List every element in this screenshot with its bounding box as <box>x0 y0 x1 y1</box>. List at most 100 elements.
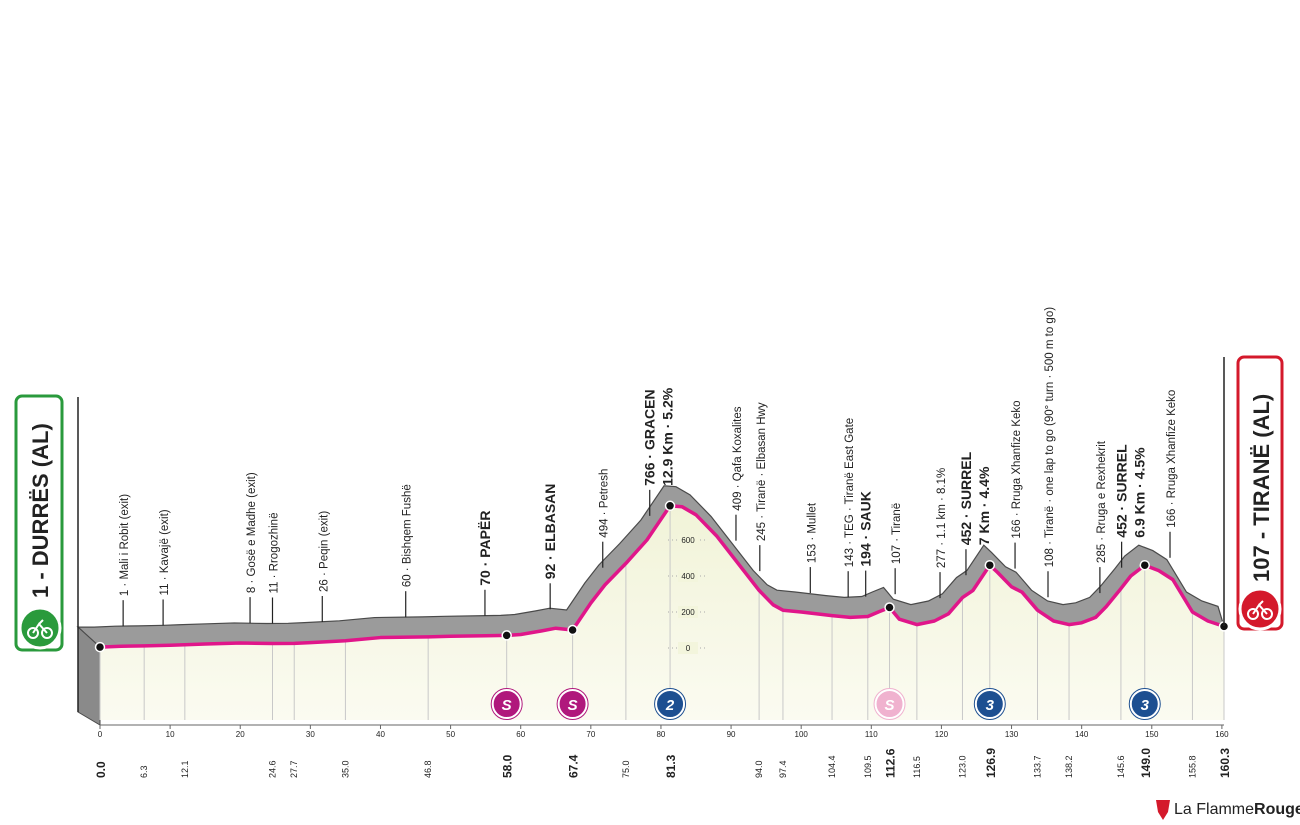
x-tick-label: 130 <box>1005 730 1019 739</box>
distance-label: 75.0 <box>621 760 631 778</box>
distance-label: 58.0 <box>501 754 515 778</box>
badge <box>557 689 588 719</box>
distance-label: 24.6 <box>267 760 277 778</box>
badge-label: S <box>568 697 578 714</box>
waypoint-label: 11 · Rrogozhinë <box>268 513 280 594</box>
distance-label: 12.1 <box>180 760 190 778</box>
start-banner: 1 - DURRËS (AL) <box>14 394 64 652</box>
finish-icon <box>1238 587 1282 631</box>
start-cyclist <box>27 619 53 639</box>
distance-label: 35.0 <box>340 760 350 778</box>
badge-label: S <box>885 697 895 714</box>
y-tick-bg <box>678 642 698 654</box>
x-tick-label: 150 <box>1145 730 1159 739</box>
waypoint-label: 194 · SAUK <box>858 491 874 566</box>
waypoint-label: 143 · TEG · Tiranë East Gate <box>844 418 856 567</box>
distance-label: 97.4 <box>778 760 788 778</box>
distance-label: 67.4 <box>567 754 581 778</box>
waypoint-label: 452 · SURREL <box>1114 444 1130 538</box>
badge-ring <box>873 688 906 720</box>
x-tick-label: 160 <box>1215 730 1229 739</box>
distance-label: 160.3 <box>1218 748 1232 778</box>
profile-area <box>100 505 1224 720</box>
start-icon <box>18 606 62 650</box>
x-tick-label: 50 <box>446 730 455 739</box>
distance-label: 104.4 <box>827 755 837 778</box>
badge <box>874 689 905 719</box>
x-tick-label: 60 <box>516 730 525 739</box>
waypoint-label: 1 · Mali i Robit (exit) <box>119 494 131 596</box>
badge-ring <box>490 688 523 720</box>
brand-logo <box>1156 800 1170 820</box>
distance-dot <box>501 630 512 641</box>
x-tick-label: 10 <box>166 730 175 739</box>
waypoint-label: 60 · Bishqem Fushë <box>402 484 414 587</box>
badge <box>655 689 686 719</box>
waypoint-label: 108 · Tiranë · one lap to go (90° turn ·… <box>1044 307 1056 567</box>
badge <box>491 689 522 719</box>
waypoint-label: 107 · Tiranë <box>891 503 903 564</box>
brand-part: Rouge <box>1254 801 1300 818</box>
profile-line <box>99 504 1225 649</box>
badge-label: S <box>502 697 512 714</box>
badge-ring <box>556 688 589 720</box>
x-tick-label: 90 <box>727 730 736 739</box>
distance-label: 112.6 <box>884 748 898 778</box>
brand: La FlammeRouge <box>1156 800 1300 820</box>
brand-text: La FlammeRouge <box>1174 801 1300 818</box>
waypoint-label: 166 · Rruga Xhanfize Keko <box>1166 390 1178 528</box>
distance-dot <box>664 500 676 512</box>
badge-label: 3 <box>986 697 995 714</box>
distance-label: 46.8 <box>423 760 433 778</box>
badge <box>974 689 1005 719</box>
waypoint-label: 70 · PAPËR <box>477 511 493 586</box>
distance-label: 94.0 <box>754 760 764 778</box>
distance-label: 27.7 <box>289 760 299 778</box>
waypoint-label: 166 · Rruga Xhanfize Keko <box>1011 401 1023 539</box>
distance-label: 133.7 <box>1032 755 1042 778</box>
badge-ring <box>973 688 1006 720</box>
brand-part: La Flamme <box>1174 801 1254 818</box>
distance-label: 81.3 <box>664 754 678 778</box>
badge-ring <box>654 688 687 720</box>
waypoint-label: 6.9 Km · 4.5% <box>1132 447 1148 538</box>
waypoint-label: 494 · Petresh <box>599 469 611 538</box>
distance-label: 0.0 <box>94 761 108 778</box>
y-tick-bg <box>678 570 698 582</box>
finish-banner: 107 - TIRANË (AL) <box>1236 355 1284 631</box>
waypoint-label: 92 · ELBASAN <box>542 484 558 580</box>
x-tick-label: 40 <box>376 730 385 739</box>
badge-ring <box>1128 688 1161 720</box>
y-tick-label: 200 <box>681 608 695 617</box>
distance-dot <box>884 602 895 613</box>
distance-label: 138.2 <box>1064 755 1074 778</box>
start-name: 1 - DURRËS (AL) <box>28 423 53 598</box>
y-tick-label: 0 <box>686 644 691 653</box>
distance-label: 123.0 <box>957 755 967 778</box>
distance-dot <box>94 641 106 653</box>
x-tick-label: 100 <box>795 730 809 739</box>
x-tick-label: 120 <box>935 730 949 739</box>
distance-label: 126.9 <box>984 748 998 778</box>
x-tick-label: 30 <box>306 730 315 739</box>
x-tick-label: 110 <box>865 730 878 739</box>
waypoint-label: 277 · 1.1 km · 8.1% <box>936 468 948 568</box>
y-tick-label: 600 <box>681 536 695 545</box>
waypoint-label: 7 Km · 4.4% <box>976 466 992 545</box>
distance-label: 116.5 <box>912 756 922 778</box>
x-tick-label: 0 <box>98 730 103 739</box>
finish-cyclist <box>1247 600 1273 620</box>
waypoint-label: 26 · Peqin (exit) <box>318 511 330 592</box>
waypoint-label: 8 · Gosë e Madhe (exit) <box>246 472 258 593</box>
x-tick-label: 20 <box>236 730 245 739</box>
badge <box>1129 689 1160 719</box>
x-tick-label: 70 <box>586 730 595 739</box>
y-tick-bg <box>678 534 698 546</box>
distance-label: 6.3 <box>139 765 149 778</box>
waypoint-label: 766 · GRACEN <box>642 389 658 485</box>
waypoint-label: 245 · Tiranë · Elbasan Hwy <box>756 402 768 541</box>
badge-label: 3 <box>1141 697 1150 714</box>
distance-label: 145.6 <box>1116 755 1126 778</box>
x-tick-label: 140 <box>1075 730 1089 739</box>
